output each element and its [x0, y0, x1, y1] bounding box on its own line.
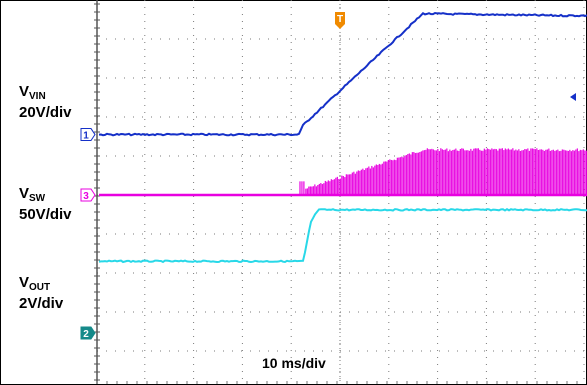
ch1-marker: 1: [80, 128, 96, 142]
vsw-trace: [99, 148, 587, 197]
trigger-text: T: [337, 14, 343, 25]
ch3-marker: 3: [80, 188, 96, 202]
timebase-label: 10 ms/div: [262, 355, 326, 371]
vout-label-main: V: [19, 274, 30, 291]
markers: 1 3 2 T: [80, 12, 576, 340]
vin-label-sub: VIN: [29, 91, 46, 102]
vsw-label-main: V: [19, 185, 30, 202]
vin-label-main: V: [19, 83, 30, 100]
vsw-scale: 50V/div: [19, 206, 72, 223]
ch3-marker-text: 3: [83, 191, 89, 202]
vin-label: VVIN 20V/div: [19, 84, 72, 121]
traces: [98, 11, 587, 264]
vin-trace: [98, 11, 587, 137]
vsw-label-sub: SW: [29, 193, 46, 204]
trigger-marker: T: [335, 12, 345, 29]
ch2-marker-text: 2: [83, 329, 89, 340]
vout-label-sub: OUT: [29, 282, 51, 293]
trigger-shape: [335, 12, 345, 29]
vsw-label: VSW 50V/div: [19, 186, 72, 223]
ch2-marker: 2: [80, 326, 96, 340]
trigger-level-arrow: [570, 93, 576, 101]
vin-scale: 20V/div: [19, 104, 72, 121]
vout-trace: [98, 208, 587, 264]
vout-scale: 2V/div: [19, 295, 64, 312]
vout-label: VOUT 2V/div: [19, 275, 63, 312]
ch1-marker-text: 1: [83, 131, 89, 142]
ch3-marker-shape: [80, 188, 96, 202]
ch2-marker-shape: [80, 326, 96, 340]
ch1-marker-shape: [80, 128, 96, 142]
